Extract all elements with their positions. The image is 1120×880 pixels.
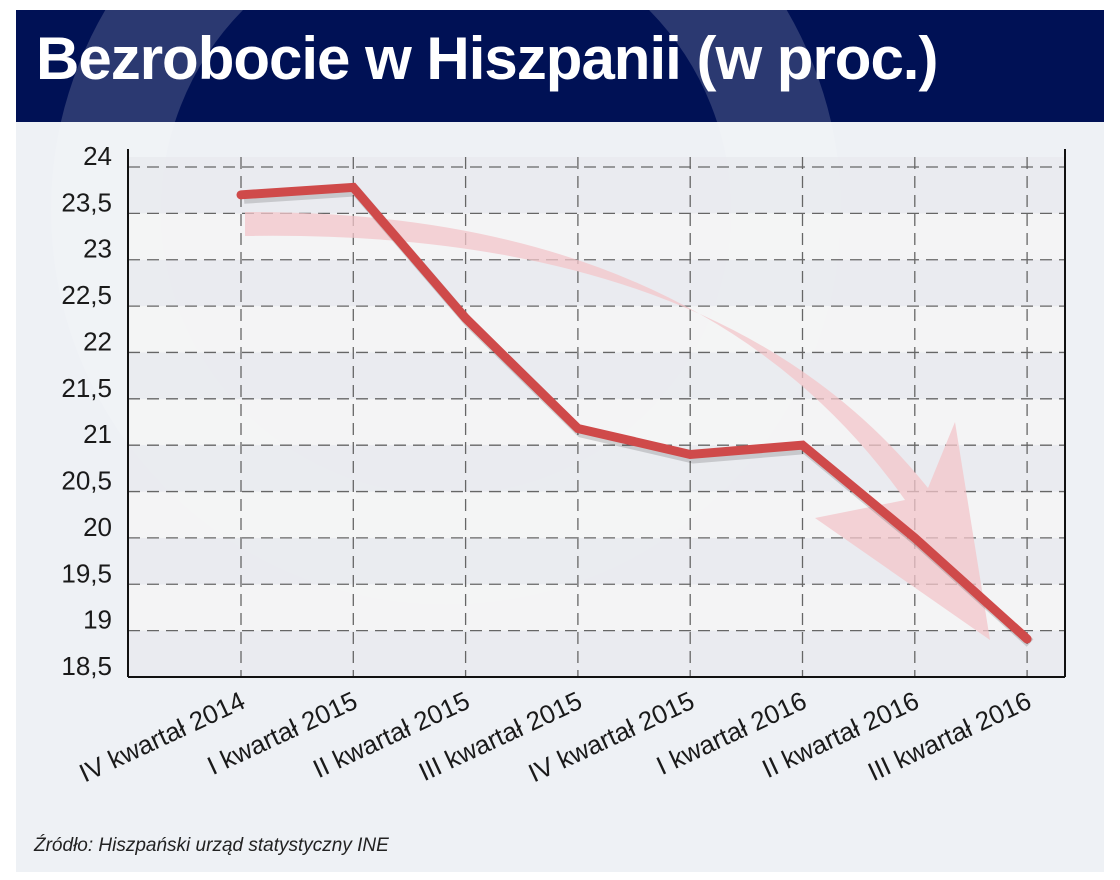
y-tick-label: 20,5: [61, 466, 112, 496]
chart-panel: Bezrobocie w Hiszpanii (w proc.) 18,5 19 1…: [16, 10, 1104, 872]
y-tick-label: 19,5: [61, 558, 112, 588]
grid-band: [128, 157, 1065, 167]
header: Bezrobocie w Hiszpanii (w proc.): [16, 10, 1104, 122]
y-tick-label: 21: [83, 419, 112, 449]
page-title: Bezrobocie w Hiszpanii (w proc.): [36, 25, 938, 92]
y-tick-label: 23: [83, 234, 112, 264]
series-line: [236, 182, 1032, 644]
y-tick-label: 20: [83, 512, 112, 542]
y-tick-label: 22: [83, 326, 112, 356]
grid-band: [128, 584, 1065, 631]
y-tick-label: 19: [83, 605, 112, 635]
y-tick-label: 21,5: [61, 373, 112, 403]
source-note: Źródło: Hiszpański urząd statystyczny IN…: [34, 835, 389, 856]
grid-band: [128, 398, 1065, 446]
y-tick-label: 24: [83, 141, 112, 171]
grid-band: [128, 352, 1065, 399]
grid-band: [128, 630, 1065, 677]
y-tick-label: 22,5: [61, 280, 112, 310]
y-tick-label: 18,5: [61, 651, 112, 681]
grid-band: [128, 306, 1065, 353]
y-tick-label: 23,5: [61, 187, 112, 217]
